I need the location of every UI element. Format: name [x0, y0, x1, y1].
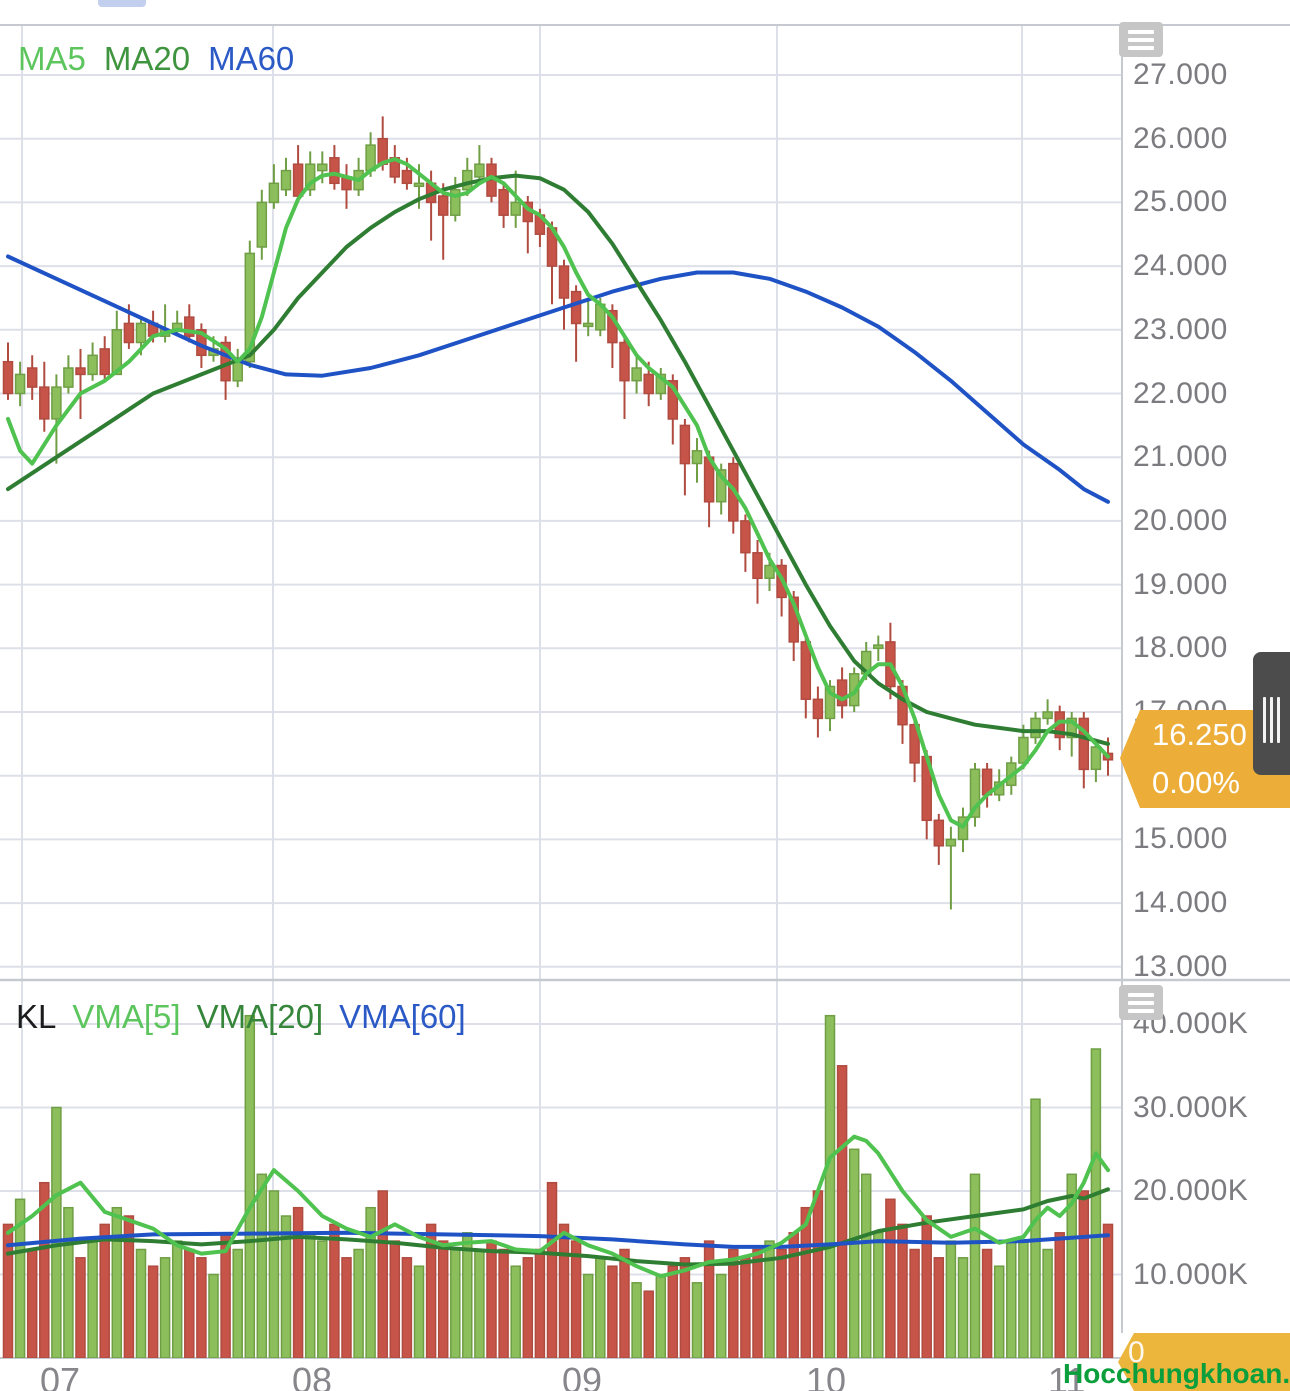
- grip-icon: [1277, 697, 1280, 743]
- time-axis-label: 09: [562, 1360, 603, 1391]
- volume-axis-label: 10.000K: [1133, 1257, 1249, 1291]
- volume-bars: [2, 1014, 1114, 1358]
- grip-icon: [1270, 697, 1273, 743]
- last-price-badge: 16.250 0.00%: [1120, 710, 1290, 808]
- price-axis-label: 25.000: [1133, 185, 1228, 219]
- legend-item-ma60: MA60: [208, 40, 295, 77]
- hamburger-icon: [1128, 1009, 1154, 1013]
- price-axis-label: 13.000: [1133, 949, 1228, 979]
- ma5-line: [6, 157, 1110, 829]
- cropped-ui-fragment: [98, 0, 146, 7]
- legend-item-ma5: MA5: [18, 40, 86, 77]
- axis-drag-handle[interactable]: [1253, 652, 1290, 775]
- hamburger-icon: [1128, 30, 1154, 34]
- volume-axis-label: 20.000K: [1133, 1174, 1249, 1207]
- hamburger-icon: [1128, 993, 1154, 997]
- vma20-line: [6, 1187, 1110, 1267]
- time-axis-label: 10: [806, 1360, 847, 1391]
- vma60-line: [6, 1230, 1110, 1249]
- legend-item-vma5: VMA[5]: [72, 998, 181, 1035]
- price-axis-label: 23.000: [1133, 312, 1228, 346]
- time-axis-label: 08: [292, 1360, 333, 1391]
- price-axis-label: 22.000: [1133, 376, 1228, 410]
- legend-item-vma60: VMA[60]: [339, 998, 466, 1035]
- time-axis-label: 07: [40, 1360, 81, 1391]
- price-axis-label: 21.000: [1133, 440, 1228, 474]
- price-axis-label: 19.000: [1133, 567, 1228, 601]
- price-axis-label: 15.000: [1133, 822, 1228, 856]
- volume-zero-badge: [1118, 1333, 1290, 1391]
- price-axis-label: 26.000: [1133, 121, 1228, 155]
- price-ma-legend: MA5 MA20 MA60: [18, 40, 294, 78]
- price-axis-label: 14.000: [1133, 886, 1228, 920]
- volume-axis-label: 30.000K: [1133, 1090, 1249, 1124]
- ma60-line: [6, 254, 1110, 504]
- price-axis-label: 24.000: [1133, 249, 1228, 283]
- hamburger-icon: [1128, 38, 1154, 42]
- volume-zero-label: 0: [1128, 1336, 1145, 1369]
- price-axis-label: 18.000: [1133, 631, 1228, 665]
- volume-panel-menu-button[interactable]: [1119, 985, 1163, 1020]
- grip-icon: [1263, 697, 1266, 743]
- last-price-change: 0.00%: [1152, 765, 1240, 800]
- price-axis-label: 20.000: [1133, 503, 1228, 537]
- legend-item-kl: KL: [16, 998, 57, 1035]
- price-axis-label: 27.000: [1133, 58, 1228, 91]
- price-panel-menu-button[interactable]: [1119, 22, 1163, 57]
- legend-item-vma20: VMA[20]: [196, 998, 324, 1035]
- legend-item-ma20: MA20: [103, 40, 191, 77]
- vma5-line: [6, 1134, 1110, 1279]
- volume-vma-legend: KL VMA[5] VMA[20] VMA[60]: [16, 998, 466, 1036]
- last-price-value: 16.250: [1152, 717, 1247, 752]
- time-axis-label: 11: [1048, 1360, 1086, 1391]
- hamburger-icon: [1128, 1001, 1154, 1005]
- watermark: Hocchungkhoan.vn: [1063, 1358, 1290, 1389]
- hamburger-icon: [1128, 46, 1154, 50]
- ma20-line: [6, 173, 1110, 746]
